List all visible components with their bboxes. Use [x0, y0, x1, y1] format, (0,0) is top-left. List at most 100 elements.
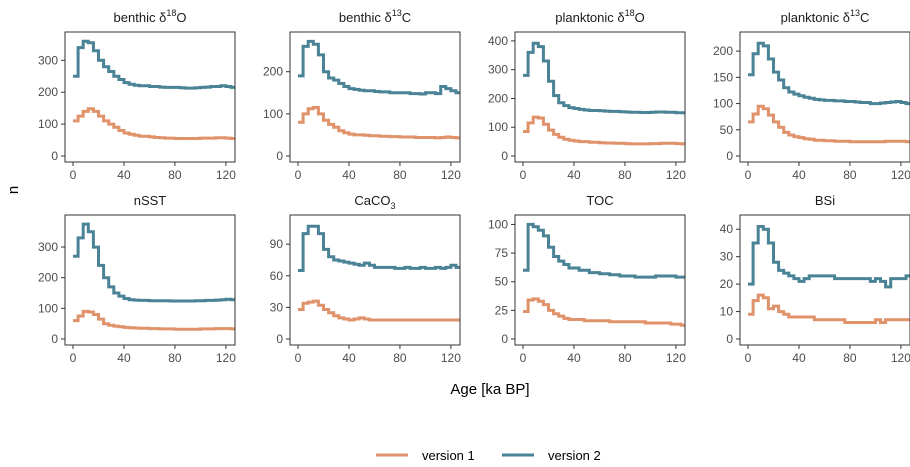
y-tick-label: 100 — [263, 107, 283, 121]
x-tick-label: 0 — [295, 351, 302, 365]
x-tick-label: 0 — [520, 351, 527, 365]
y-tick-label: 100 — [488, 217, 508, 231]
x-tick-label: 40 — [342, 168, 356, 182]
x-tick-label: 40 — [117, 168, 131, 182]
series-line-1 — [73, 109, 236, 139]
x-tick-label: 120 — [216, 168, 236, 182]
y-tick-label: 10 — [720, 305, 734, 319]
y-tick-label: 0 — [726, 149, 733, 163]
y-tick-label: 100 — [488, 120, 508, 134]
x-tick-label: 80 — [168, 351, 182, 365]
y-axis-label: n — [5, 186, 22, 194]
panel-frame — [290, 32, 460, 162]
y-tick-label: 50 — [495, 275, 509, 289]
series-line-1 — [748, 106, 910, 142]
series-line-2 — [73, 224, 236, 301]
y-tick-label: 300 — [38, 240, 58, 254]
series-line-1 — [298, 108, 461, 138]
series-line-1 — [523, 117, 686, 144]
panel-title: CaCO3 — [354, 193, 395, 211]
panel-4: nSST 0 100 200 300 0 40 80 120 — [38, 193, 236, 365]
y-tick-label: 50 — [720, 123, 734, 137]
y-tick-label: 0 — [726, 332, 733, 346]
series-line-2 — [523, 224, 686, 277]
x-tick-label: 120 — [441, 168, 461, 182]
y-tick-label: 200 — [263, 65, 283, 79]
x-tick-label: 80 — [168, 168, 182, 182]
panel-title-main: CaCO — [354, 193, 390, 208]
legend-item-1: version 1 — [376, 448, 475, 463]
x-tick-label: 120 — [891, 168, 910, 182]
panel-title: benthic δ13C — [339, 8, 411, 25]
x-tick-label: 120 — [441, 351, 461, 365]
x-tick-label: 0 — [745, 168, 752, 182]
panel-frame — [290, 215, 460, 345]
panel-title: BSi — [815, 193, 835, 208]
y-tick-label: 0 — [51, 149, 58, 163]
x-tick-label: 80 — [393, 168, 407, 182]
y-tick-label: 100 — [38, 301, 58, 315]
series-group — [748, 43, 910, 142]
series-line-2 — [748, 227, 910, 287]
legend-label: version 2 — [548, 448, 601, 463]
panel-3: planktonic δ13C 0 50 100 150 200 0 40 80 120 — [713, 8, 910, 182]
x-tick-label: 120 — [666, 351, 686, 365]
y-tick-label: 200 — [38, 85, 58, 99]
x-tick-label: 0 — [70, 168, 77, 182]
panel-frame — [65, 215, 235, 345]
panel-title: TOC — [586, 193, 613, 208]
series-group — [523, 224, 686, 325]
y-tick-label: 400 — [488, 34, 508, 48]
y-tick-label: 40 — [720, 222, 734, 236]
y-tick-label: 90 — [270, 237, 284, 251]
y-tick-label: 30 — [270, 300, 284, 314]
panel-title-main: TOC — [586, 193, 613, 208]
x-tick-label: 40 — [567, 168, 581, 182]
panel-title: planktonic δ18O — [555, 8, 645, 25]
series-line-1 — [523, 299, 686, 325]
x-tick-label: 40 — [342, 351, 356, 365]
series-group — [523, 43, 686, 144]
x-tick-label: 40 — [792, 351, 806, 365]
legend-label: version 1 — [422, 448, 475, 463]
panel-title-main: benthic δ — [114, 10, 167, 25]
panel-title-sup: 18 — [166, 8, 176, 18]
x-tick-label: 120 — [891, 351, 910, 365]
x-axis-label: Age [ka BP] — [450, 381, 529, 398]
x-tick-label: 0 — [520, 168, 527, 182]
y-tick-label: 75 — [495, 246, 509, 260]
panel-6: TOC 0 25 50 75 100 0 40 80 120 — [488, 193, 686, 365]
panel-title-main: planktonic δ — [781, 10, 850, 25]
panel-title: nSST — [134, 193, 167, 208]
panel-title-end: C — [860, 10, 869, 25]
series-group — [748, 227, 910, 323]
y-tick-label: 300 — [488, 63, 508, 77]
y-tick-label: 20 — [720, 277, 734, 291]
panel-title-main: nSST — [134, 193, 167, 208]
x-tick-label: 80 — [618, 351, 632, 365]
legend: version 1 version 2 — [376, 448, 601, 463]
x-tick-label: 0 — [70, 351, 77, 365]
panel-title-end: O — [635, 10, 645, 25]
panel-title-sup: 18 — [625, 8, 635, 18]
panel-title-end: O — [176, 10, 186, 25]
panel-title: planktonic δ13C — [781, 8, 870, 25]
series-line-1 — [298, 301, 461, 320]
x-tick-label: 40 — [567, 351, 581, 365]
x-tick-label: 0 — [295, 168, 302, 182]
y-tick-label: 200 — [488, 91, 508, 105]
series-group — [298, 41, 461, 137]
legend-item-2: version 2 — [502, 448, 601, 463]
series-group — [73, 41, 236, 138]
series-line-2 — [298, 41, 461, 94]
panel-title-main: BSi — [815, 193, 835, 208]
panel-1: benthic δ13C 0 100 200 0 40 80 120 — [263, 8, 461, 182]
panel-title-main: benthic δ — [339, 10, 392, 25]
y-tick-label: 0 — [51, 332, 58, 346]
y-tick-label: 100 — [713, 97, 733, 111]
x-tick-label: 40 — [117, 351, 131, 365]
y-tick-label: 0 — [501, 149, 508, 163]
series-line-1 — [73, 311, 236, 329]
x-tick-label: 80 — [843, 168, 857, 182]
